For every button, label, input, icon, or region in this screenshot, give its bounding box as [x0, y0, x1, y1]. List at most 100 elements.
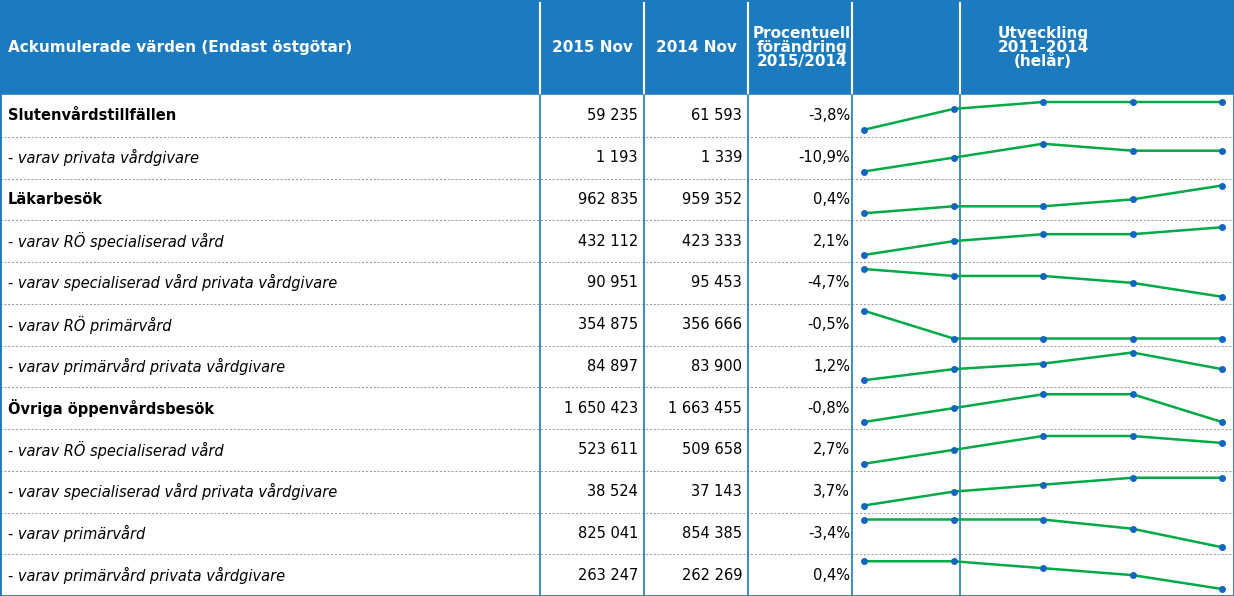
Bar	[0, 387, 1234, 429]
Point	[1033, 389, 1053, 399]
Text: 61 593: 61 593	[691, 108, 742, 123]
Point	[944, 515, 964, 524]
Bar	[0, 136, 1234, 178]
Point	[1123, 524, 1143, 533]
Point	[1123, 146, 1143, 156]
Point	[1212, 97, 1232, 107]
Point	[1123, 334, 1143, 343]
Text: -0,8%: -0,8%	[807, 401, 850, 415]
Text: 0,4%: 0,4%	[813, 192, 850, 207]
Text: - varav RÖ primärvård: - varav RÖ primärvård	[7, 316, 172, 334]
Text: -0,5%: -0,5%	[807, 317, 850, 332]
Point	[1212, 417, 1232, 427]
Text: förändring: förändring	[756, 40, 848, 55]
Point	[1033, 515, 1053, 524]
Point	[1033, 334, 1053, 343]
Bar	[0, 178, 1234, 221]
Text: 356 666: 356 666	[682, 317, 742, 332]
Point	[1033, 271, 1053, 281]
Point	[1212, 222, 1232, 232]
Point	[1033, 359, 1053, 368]
Point	[854, 250, 874, 260]
Point	[1212, 438, 1232, 448]
Point	[1123, 389, 1143, 399]
Text: - varav primärvård privata vårdgivare: - varav primärvård privata vårdgivare	[7, 358, 285, 375]
Point	[854, 209, 874, 218]
Text: 2015/2014: 2015/2014	[756, 54, 848, 69]
Text: 523 611: 523 611	[578, 442, 638, 457]
Text: 84 897: 84 897	[587, 359, 638, 374]
Point	[854, 557, 874, 566]
Point	[1123, 570, 1143, 580]
Point	[944, 445, 964, 455]
Point	[1123, 347, 1143, 357]
Point	[1123, 473, 1143, 483]
Bar	[0, 471, 1234, 513]
Point	[1123, 97, 1143, 107]
Point	[854, 125, 874, 135]
Text: (helår): (helår)	[1014, 54, 1072, 70]
Text: 354 875: 354 875	[578, 317, 638, 332]
Text: 962 835: 962 835	[578, 192, 638, 207]
Bar	[0, 429, 1234, 471]
Text: 1 193: 1 193	[596, 150, 638, 165]
Point	[1212, 542, 1232, 552]
Point	[1123, 278, 1143, 288]
Text: Ackumulerade värden (Endast östgötar): Ackumulerade värden (Endast östgötar)	[7, 40, 352, 55]
Text: - varav specialiserad vård privata vårdgivare: - varav specialiserad vård privata vårdg…	[7, 274, 337, 291]
Text: 3,7%: 3,7%	[813, 484, 850, 499]
Text: 1,2%: 1,2%	[813, 359, 850, 374]
Text: -3,4%: -3,4%	[808, 526, 850, 541]
Text: 1 339: 1 339	[701, 150, 742, 165]
Point	[854, 501, 874, 510]
Point	[854, 264, 874, 274]
Text: 959 352: 959 352	[682, 192, 742, 207]
Point	[1123, 229, 1143, 239]
Text: Procentuell: Procentuell	[753, 26, 851, 41]
Point	[944, 271, 964, 281]
Point	[944, 403, 964, 413]
Text: 262 269: 262 269	[681, 567, 742, 583]
Text: -10,9%: -10,9%	[798, 150, 850, 165]
Point	[854, 459, 874, 468]
Bar	[0, 0, 1234, 95]
Point	[944, 153, 964, 162]
Text: 95 453: 95 453	[691, 275, 742, 290]
Text: 37 143: 37 143	[691, 484, 742, 499]
Point	[944, 557, 964, 566]
Point	[1033, 229, 1053, 239]
Point	[1033, 432, 1053, 441]
Point	[1212, 181, 1232, 190]
Point	[1212, 364, 1232, 374]
Text: 2,1%: 2,1%	[813, 234, 850, 249]
Text: - varav primärvård privata vårdgivare: - varav primärvård privata vårdgivare	[7, 567, 285, 583]
Point	[1212, 334, 1232, 343]
Bar	[0, 221, 1234, 262]
Bar	[0, 262, 1234, 304]
Point	[1033, 97, 1053, 107]
Point	[854, 515, 874, 524]
Point	[1033, 139, 1053, 148]
Text: 2011-2014: 2011-2014	[997, 40, 1088, 55]
Point	[1123, 195, 1143, 204]
Text: 2015 Nov: 2015 Nov	[552, 40, 633, 55]
Text: 854 385: 854 385	[682, 526, 742, 541]
Text: 263 247: 263 247	[578, 567, 638, 583]
Bar	[0, 346, 1234, 387]
Point	[1033, 480, 1053, 489]
Point	[944, 104, 964, 114]
Text: Slutenvårdstillfällen: Slutenvårdstillfällen	[7, 108, 176, 123]
Text: -4,7%: -4,7%	[807, 275, 850, 290]
Text: 1 650 423: 1 650 423	[564, 401, 638, 415]
Point	[854, 375, 874, 385]
Point	[854, 167, 874, 176]
Text: 423 333: 423 333	[682, 234, 742, 249]
Text: 509 658: 509 658	[681, 442, 742, 457]
Bar	[0, 513, 1234, 554]
Text: 2,7%: 2,7%	[813, 442, 850, 457]
Text: 2014 Nov: 2014 Nov	[655, 40, 737, 55]
Text: 90 951: 90 951	[587, 275, 638, 290]
Bar	[0, 554, 1234, 596]
Text: Läkarbesök: Läkarbesök	[7, 192, 104, 207]
Text: - varav primärvård: - varav primärvård	[7, 525, 146, 542]
